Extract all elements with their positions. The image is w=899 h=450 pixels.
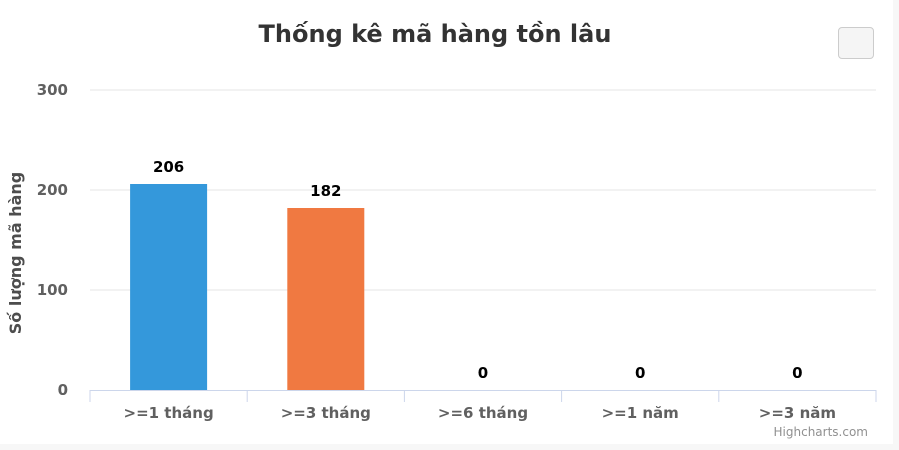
y-axis: 0 100 200 300: [37, 81, 68, 399]
data-labels: 206 182 0 0 0: [153, 158, 803, 382]
x-tick-label: >=3 năm: [759, 404, 836, 422]
data-label: 206: [153, 158, 184, 176]
x-axis: >=1 tháng >=3 tháng >=6 tháng >=1 năm >=3 nă…: [89, 390, 877, 422]
chart-title: Thống kê mã hàng tồn lâu: [258, 20, 612, 48]
bar[interactable]: [287, 208, 365, 390]
credits-link[interactable]: Highcharts.com: [773, 425, 868, 439]
bars: [130, 184, 365, 390]
y-axis-title: Số lượng mã hàng: [6, 172, 25, 334]
data-label: 0: [635, 364, 645, 382]
data-label: 0: [478, 364, 488, 382]
y-tick-label: 0: [58, 381, 68, 399]
data-label: 0: [792, 364, 802, 382]
x-tick-label: >=3 tháng: [281, 404, 371, 422]
data-label: 182: [310, 182, 341, 200]
x-tick-label: >=1 năm: [602, 404, 679, 422]
x-tick-label: >=6 tháng: [438, 404, 528, 422]
y-tick-label: 300: [37, 81, 68, 99]
x-tick-label: >=1 tháng: [124, 404, 214, 422]
bar[interactable]: [130, 184, 208, 390]
y-tick-label: 100: [37, 281, 68, 299]
grid-lines: [90, 89, 876, 291]
context-menu-button[interactable]: [838, 27, 874, 59]
y-tick-label: 200: [37, 181, 68, 199]
